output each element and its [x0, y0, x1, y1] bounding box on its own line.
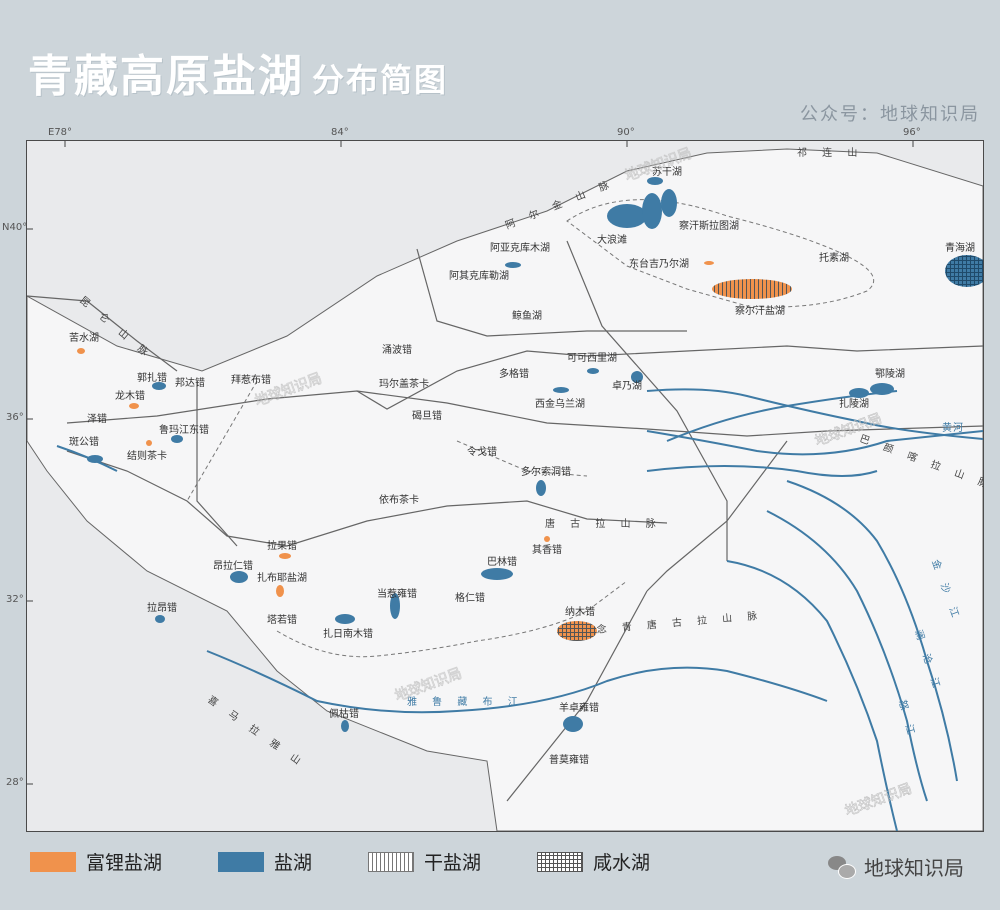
label-pumoyong: 普莫雍错: [549, 753, 589, 766]
title-main: 青藏高原盐湖: [28, 51, 304, 102]
label-yibu: 依布茶卡: [379, 493, 419, 506]
label-taruo: 塔若错: [267, 613, 297, 626]
map-title: 青藏高原盐湖 分布简图: [28, 40, 448, 104]
lithium-swatch: [30, 851, 76, 872]
lancang-river: [766, 510, 928, 802]
label-dongtai: 东台吉乃尔湖: [629, 257, 689, 270]
label-qarhan: 察尔汗盐湖: [735, 304, 785, 317]
legend-item-lithium: 富锂盐湖: [30, 848, 162, 875]
label-peiku: 佩枯错: [329, 707, 359, 720]
label-dangreyong: 当惹雍错: [377, 587, 417, 600]
legend: 富锂盐湖 盐湖 干盐湖 咸水湖: [30, 848, 706, 875]
label-bangda: 邦达错: [175, 376, 205, 389]
label-namco: 纳木错: [565, 605, 595, 618]
label-lumajiangdong: 鲁玛江东错: [159, 423, 209, 436]
label-anglaren: 昂拉仁错: [213, 559, 253, 572]
label-balin: 巴林错: [487, 555, 517, 568]
label-kushui: 苦水湖: [69, 331, 99, 344]
label-maergai: 玛尔盖茶卡: [379, 377, 429, 390]
tick-left-2: 32°: [6, 594, 24, 605]
tick-left-3: 28°: [6, 777, 24, 788]
label-duoge: 多格错: [499, 367, 529, 380]
legend-item-dry: 干盐湖: [368, 848, 481, 875]
yarlung-tsangpo: [206, 650, 828, 714]
label-ayakekumu: 阿亚克库木湖: [490, 241, 550, 254]
yangtze: [646, 430, 983, 456]
lake-qinghai: [945, 255, 983, 287]
brine-swatch: [537, 851, 584, 872]
label-kekexili: 可可西里湖: [567, 352, 617, 364]
tick-left-1: 36°: [6, 412, 24, 423]
label-bangong: 斑公错: [69, 435, 99, 448]
jinsha-river: [786, 480, 958, 782]
label-zhabuye: 扎布耶盐湖: [257, 571, 307, 584]
label-eling: 鄂陵湖: [875, 368, 905, 380]
legend-label: 咸水湖: [593, 852, 651, 874]
yellow-river: [646, 388, 983, 440]
legend-label: 富锂盐湖: [86, 852, 163, 874]
label-chahansilatu: 察汗斯拉图湖: [679, 219, 739, 232]
map-canvas: 苦水湖 郭扎错 邦达错 拜惹布错 龙木错 泽错 鲁玛江东错 斑公错 结则茶卡 涌…: [27, 141, 983, 831]
label-zhuonai: 卓乃湖: [612, 380, 642, 392]
label-jingyu: 鲸鱼湖: [512, 309, 542, 322]
label-ze: 泽错: [87, 412, 107, 425]
label-jieze: 结则茶卡: [127, 449, 167, 462]
label-laguo: 拉果错: [267, 539, 297, 552]
brand-label: 地球知识局: [864, 856, 964, 880]
label-dalangtan: 大浪滩: [597, 233, 627, 246]
label-qixiang: 其香错: [532, 543, 562, 556]
label-yangzhuoyong: 羊卓雍错: [559, 701, 599, 714]
label-tuosu: 托素湖: [819, 251, 849, 264]
label-yongbo: 涌波错: [382, 343, 412, 356]
lake-namco: [557, 621, 597, 641]
wechat-icon: [828, 855, 856, 879]
label-geren: 格仁错: [455, 591, 485, 604]
nu-river: [726, 560, 898, 831]
label-yellow-river: 黄河: [942, 421, 964, 434]
label-xijinwulan: 西金乌兰湖: [535, 397, 585, 410]
lakes: [77, 177, 983, 732]
label-tanggula: 唐 古 拉 山 脉: [545, 517, 662, 530]
label-guozha: 郭扎错: [137, 371, 167, 384]
legend-label: 盐湖: [274, 852, 313, 874]
label-sugan: 苏干湖: [652, 165, 682, 178]
label-zharinanmu: 扎日南木错: [323, 627, 373, 640]
brand: 地球知识局: [828, 852, 964, 881]
tick-left-0: N40°: [2, 222, 28, 233]
label-lingge: 令戈错: [467, 445, 497, 458]
label-jiedan: 碣旦错: [412, 409, 442, 422]
map-frame[interactable]: 苦水湖 郭扎错 邦达错 拜惹布错 龙木错 泽错 鲁玛江东错 斑公错 结则茶卡 涌…: [26, 140, 984, 832]
tick-top-2: 90°: [617, 127, 635, 138]
salt-swatch: [218, 851, 265, 872]
label-longmu: 龙木错: [115, 389, 145, 402]
legend-label: 干盐湖: [424, 852, 482, 874]
label-laang: 拉昂错: [147, 601, 177, 614]
dry-swatch: [368, 851, 415, 872]
tick-top-1: 84°: [331, 127, 349, 138]
tick-top-0: E78°: [48, 127, 73, 138]
label-duoersuodong: 多尔索洞错: [521, 465, 571, 478]
label-baire: 拜惹布错: [231, 373, 271, 386]
legend-item-salt: 盐湖: [218, 848, 312, 875]
lake-qarhan: [712, 279, 792, 299]
plateau-region: [27, 148, 983, 831]
label-qilian: 祁 连 山: [797, 146, 863, 159]
label-qinghai: 青海湖: [945, 241, 975, 254]
tick-top-3: 96°: [903, 127, 921, 138]
label-yarlung: 雅 鲁 藏 布 江: [407, 695, 524, 708]
title-sub: 分布简图: [312, 61, 449, 99]
label-zhaling: 扎陵湖: [839, 397, 869, 410]
label-aqikekule: 阿其克库勒湖: [449, 269, 509, 282]
legend-item-brine: 咸水湖: [537, 848, 650, 875]
account-label: 公众号：地球知识局: [800, 104, 980, 125]
